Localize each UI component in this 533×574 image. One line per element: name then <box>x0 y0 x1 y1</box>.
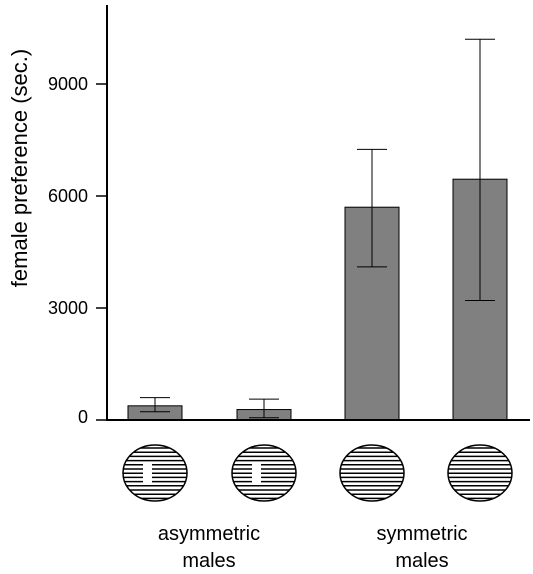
error-bars <box>140 38 495 419</box>
group-label-asymmetric-line2: males <box>182 550 235 572</box>
group-label-symmetric-line2: males <box>395 550 448 572</box>
symmetric-stripes-icon <box>447 444 513 502</box>
y-tick-label-1: 3000 <box>48 298 88 318</box>
group-label-symmetric-line1: symmetric <box>376 523 467 545</box>
y-tick-label-0: 0 <box>78 407 88 427</box>
y-tick-label-3: 9000 <box>48 74 88 94</box>
asymmetric-stripes-icon <box>231 444 297 502</box>
stimulus-icons <box>122 444 513 502</box>
y-axis-ticks: 0 3000 6000 9000 <box>48 74 107 427</box>
group-label-asymmetric-line1: asymmetric <box>158 523 260 545</box>
y-tick-label-2: 6000 <box>48 186 88 206</box>
group-label-asymmetric: asymmetric males <box>158 523 260 572</box>
group-label-symmetric: symmetric males <box>376 523 467 572</box>
bars <box>127 178 508 421</box>
asymmetric-stripes-icon <box>122 444 188 502</box>
symmetric-stripes-icon <box>339 444 405 502</box>
y-axis-title: female preference (sec.) <box>7 49 32 287</box>
